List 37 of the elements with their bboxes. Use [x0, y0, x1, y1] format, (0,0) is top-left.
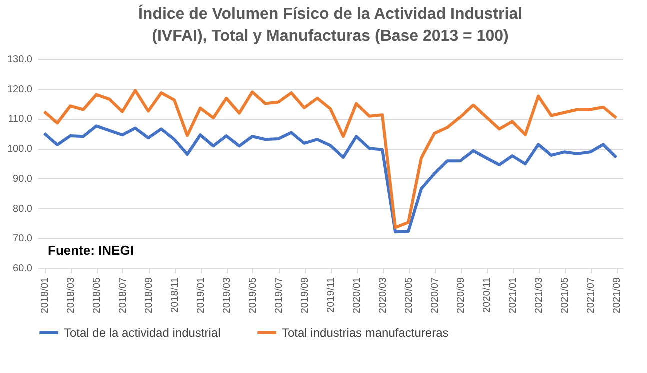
x-tick-label: 2018/03: [66, 277, 77, 314]
x-tick-label: 2019/07: [274, 277, 285, 314]
y-tick-label: 60.0: [13, 264, 33, 274]
x-tick-label: 2021/03: [534, 277, 545, 314]
x-tick-label: 2020/07: [430, 277, 441, 314]
x-tick-label: 2019/01: [196, 277, 207, 314]
y-tick-label: 80.0: [13, 204, 33, 215]
y-tick-label: 100.0: [7, 144, 33, 156]
y-tick-label: 70.0: [13, 234, 33, 245]
y-tick-label: 90.0: [13, 174, 33, 185]
annotation: Fuente: INEGI: [48, 243, 134, 258]
legend-label: Total industrias manufactureras: [282, 326, 449, 340]
x-tick-label: 2020/05: [404, 277, 415, 314]
x-tick-label: 2021/07: [586, 277, 597, 314]
x-tick-label: 2021/09: [612, 277, 623, 314]
x-tick-label: 2019/05: [248, 277, 259, 314]
y-tick-label: 120.0: [7, 84, 33, 96]
legend-label: Total de la actividad industrial: [64, 326, 221, 340]
x-tick-label: 2019/03: [222, 277, 233, 314]
x-tick-label: 2018/05: [92, 277, 103, 314]
x-tick-label: 2019/09: [300, 277, 311, 314]
x-tick-label: 2018/07: [118, 277, 129, 314]
line-series: [43, 124, 618, 234]
chart-title: Índice de Volumen Físico de la Actividad Industrial (IVFAI), Total y Manufacturas (Base 2013 = 100): [138, 4, 523, 45]
line-series: [43, 89, 618, 230]
x-tick-label: 2020/01: [352, 277, 363, 314]
x-tick-label: 2018/11: [170, 277, 181, 313]
x-tick-label: 2021/05: [560, 277, 571, 314]
x-tick-label: 2018/09: [144, 277, 155, 314]
x-tick-label: 2020/03: [378, 277, 389, 314]
x-tick-label: 2018/01: [40, 277, 51, 314]
x-tick-label: 2020/11: [482, 277, 493, 313]
y-tick-label: 130.0: [7, 54, 33, 66]
x-tick-label: 2021/01: [508, 277, 519, 314]
y-tick-label: 110.0: [8, 114, 33, 126]
x-tick-label: 2020/09: [456, 277, 467, 314]
x-tick-label: 2019/11: [326, 277, 337, 313]
